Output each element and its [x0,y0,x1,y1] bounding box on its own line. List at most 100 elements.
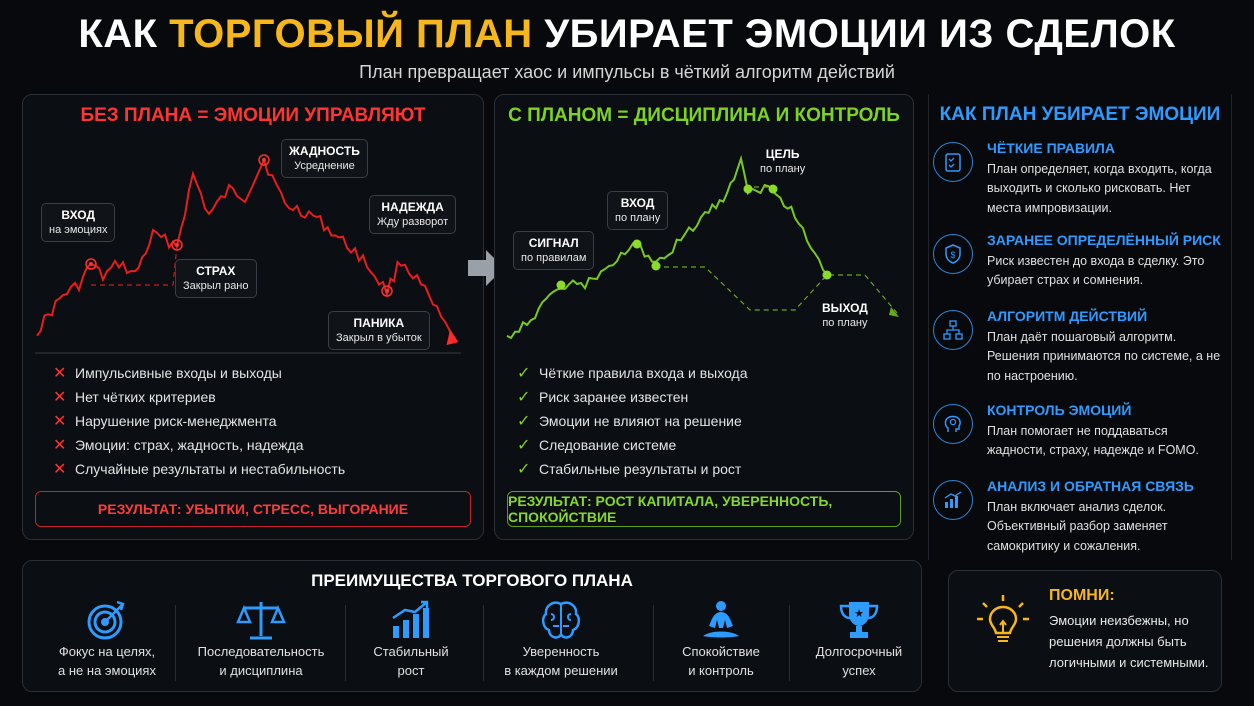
stop-dashed-line [655,266,828,311]
signal-marker [556,280,566,290]
exit-marker [822,270,832,280]
rule-text: План помогает не поддаваться жадности, с… [987,424,1199,458]
cross-icon: ✕ [53,437,67,454]
benefit-line-2: а не на эмоциях [58,662,156,678]
with-plan-heading: С ПЛАНОМ = ДИСЦИПЛИНА И КОНТРОЛЬ [508,105,900,126]
rule-text: План даёт пошаговый алгоритм. Решения пр… [987,330,1221,383]
greed-marker [258,154,270,166]
rule-text: План определяет, когда входить, когда вы… [987,162,1212,215]
check-icon: ✓ [517,461,531,478]
panic-tag: ПАНИКА Закрыл в убыток [328,311,430,351]
benefit-line-2: успех [842,662,876,678]
benefit-line-1: Долгосрочный [815,644,903,659]
page-subtitle: План превращает хаос и импульсы в чёткий… [359,62,895,82]
with-plan-panel: С ПЛАНОМ = ДИСЦИПЛИНА И КОНТРОЛЬ СИГНАЛ п… [494,94,914,540]
svg-text:★: ★ [854,607,864,620]
rule-title: КОНТРОЛЬ ЭМОЦИЙ [987,402,1132,418]
fear-tag: СТРАХ Закрыл рано [175,259,257,299]
exit-dashed-line [829,274,898,314]
benefit-calm: Спокойствие и контроль [651,597,791,687]
list-item: ✓ Эмоции не влияют на решение [517,413,742,430]
chaotic-price-chart [35,154,461,354]
benefit-line-1: Последовательность [197,644,325,659]
check-icon: ✓ [517,389,531,406]
check-icon: ✓ [517,365,531,382]
shield-dollar-icon: $ [933,234,973,274]
benefit-line-2: рост [397,662,425,678]
algorithm-icon [933,310,973,350]
panic-marker [381,285,393,297]
no-plan-panel: БЕЗ ПЛАНА = ЭМОЦИИ УПРАВЛЯЮТ ВХОД на эмоц… [22,94,484,540]
page-title: КАК ТОРГОВЫЙ ПЛАН УБИРАЕТ ЭМОЦИИ ИЗ СДЕЛ… [0,12,1254,57]
scales-icon [191,597,331,643]
list-item: ✓ Следование системе [517,437,677,454]
list-item: ✓ Чёткие правила входа и выхода [517,365,748,382]
disciplined-price-chart [506,154,899,340]
check-icon: ✓ [517,437,531,454]
rule-title: АНАЛИЗ И ОБРАТНАЯ СВЯЗЬ [987,478,1194,494]
list-item: ✓ Стабильные результаты и рост [517,461,742,478]
list-item: ✕ Нарушение риск-менеджмента [53,413,277,430]
no-plan-list: ✕ Импульсивные входы и выходы ✕ Нет чётких… [53,361,345,481]
cross-icon: ✕ [53,365,67,382]
target-icon [37,597,177,643]
list-item: ✕ Нет чётких критериев [53,389,216,406]
check-icon: ✓ [517,413,531,430]
divider [345,605,346,681]
target-tag: ЦЕЛЬ по плану [760,147,806,176]
benefit-line-2: и дисциплина [219,662,303,678]
rule-title: АЛГОРИТМ ДЕЙСТВИЙ [987,308,1148,324]
fear-marker [171,239,183,251]
remember-title: ПОМНИ: [1049,587,1115,604]
benefits-heading: ПРЕИМУЩЕСТВА ТОРГОВОГО ПЛАНА [311,571,633,590]
emotion-markers [85,154,393,297]
list-item: ✕ Эмоции: страх, жадность, надежда [53,437,304,454]
target-marker [743,184,753,194]
list-item: ✕ Импульсивные входы и выходы [53,365,282,382]
title-accent: ТОРГОВЫЙ ПЛАН [169,12,533,56]
target-marker-2 [768,184,778,194]
head-brain-icon [933,404,973,444]
benefit-focus: Фокус на целях, а не на эмоциях [37,597,177,687]
benefit-consistency: Последовательность и дисциплина [191,597,331,687]
with-plan-result: РЕЗУЛЬТАТ: РОСТ КАПИТАЛА, УВЕРЕННОСТЬ, С… [507,491,901,527]
exit-arrowhead [889,307,899,317]
title-part-2: УБИРАЕТ ЭМОЦИИ ИЗ СДЕЛОК [532,12,1176,56]
benefit-line-1: Уверенность [522,644,600,659]
bar-chart-icon [933,480,973,520]
with-plan-list: ✓ Чёткие правила входа и выхода ✓ Риск зар… [517,361,748,481]
signal-tag: СИГНАЛ по правилам [513,231,595,271]
greed-tag: ЖАДНОСТЬ Усреднение [281,139,368,179]
cross-icon: ✕ [53,413,67,430]
exit-tag: ВЫХОД по плану [822,301,868,330]
checklist-icon [933,142,973,182]
plan-markers [556,184,832,290]
svg-text:$: $ [950,250,955,260]
stop-marker [651,261,661,271]
divider [483,605,484,681]
benefit-growth: Стабильный рост [341,597,481,687]
fear-exit-dashed-line [91,244,178,286]
remember-text: Эмоции неизбежны, но решения должны быть… [1049,613,1209,670]
brain-icon [491,597,631,643]
benefit-line-1: Стабильный [373,644,449,659]
title-part-1: КАК [78,12,170,56]
benefits-panel: ПРЕИМУЩЕСТВА ТОРГОВОГО ПЛАНА Фокус на це… [22,560,922,692]
divider [653,605,654,681]
lightbulb-icon [977,595,1029,642]
list-item: ✓ Риск заранее известен [517,389,689,406]
growth-chart-icon [341,597,481,643]
divider [175,605,176,681]
meditation-icon [651,597,791,643]
cross-icon: ✕ [53,389,67,406]
benefit-line-1: Фокус на целях, [58,644,156,659]
benefit-line-2: в каждом решении [504,662,618,678]
benefit-line-1: Спокойствие [682,644,760,659]
rule-text: План включает анализ сделок. Объективный… [987,500,1168,553]
entry-marker [632,239,642,249]
cross-icon: ✕ [53,461,67,478]
list-item: ✕ Случайные результаты и нестабильность [53,461,346,478]
how-plan-works-heading: КАК ПЛАН УБИРАЕТ ЭМОЦИИ [939,104,1221,125]
no-plan-result: РЕЗУЛЬТАТ: УБЫТКИ, СТРЕСС, ВЫГОРАНИЕ [35,491,471,527]
entry-tag: ВХОД на эмоциях [41,203,116,243]
